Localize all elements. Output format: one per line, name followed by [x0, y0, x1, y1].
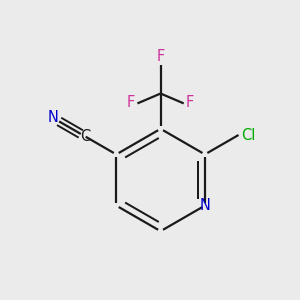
Text: F: F: [157, 49, 165, 64]
Text: F: F: [186, 95, 194, 110]
Text: N: N: [200, 198, 210, 213]
Text: C: C: [81, 129, 91, 144]
Text: Cl: Cl: [242, 128, 256, 142]
Text: F: F: [127, 95, 135, 110]
Text: N: N: [48, 110, 58, 125]
